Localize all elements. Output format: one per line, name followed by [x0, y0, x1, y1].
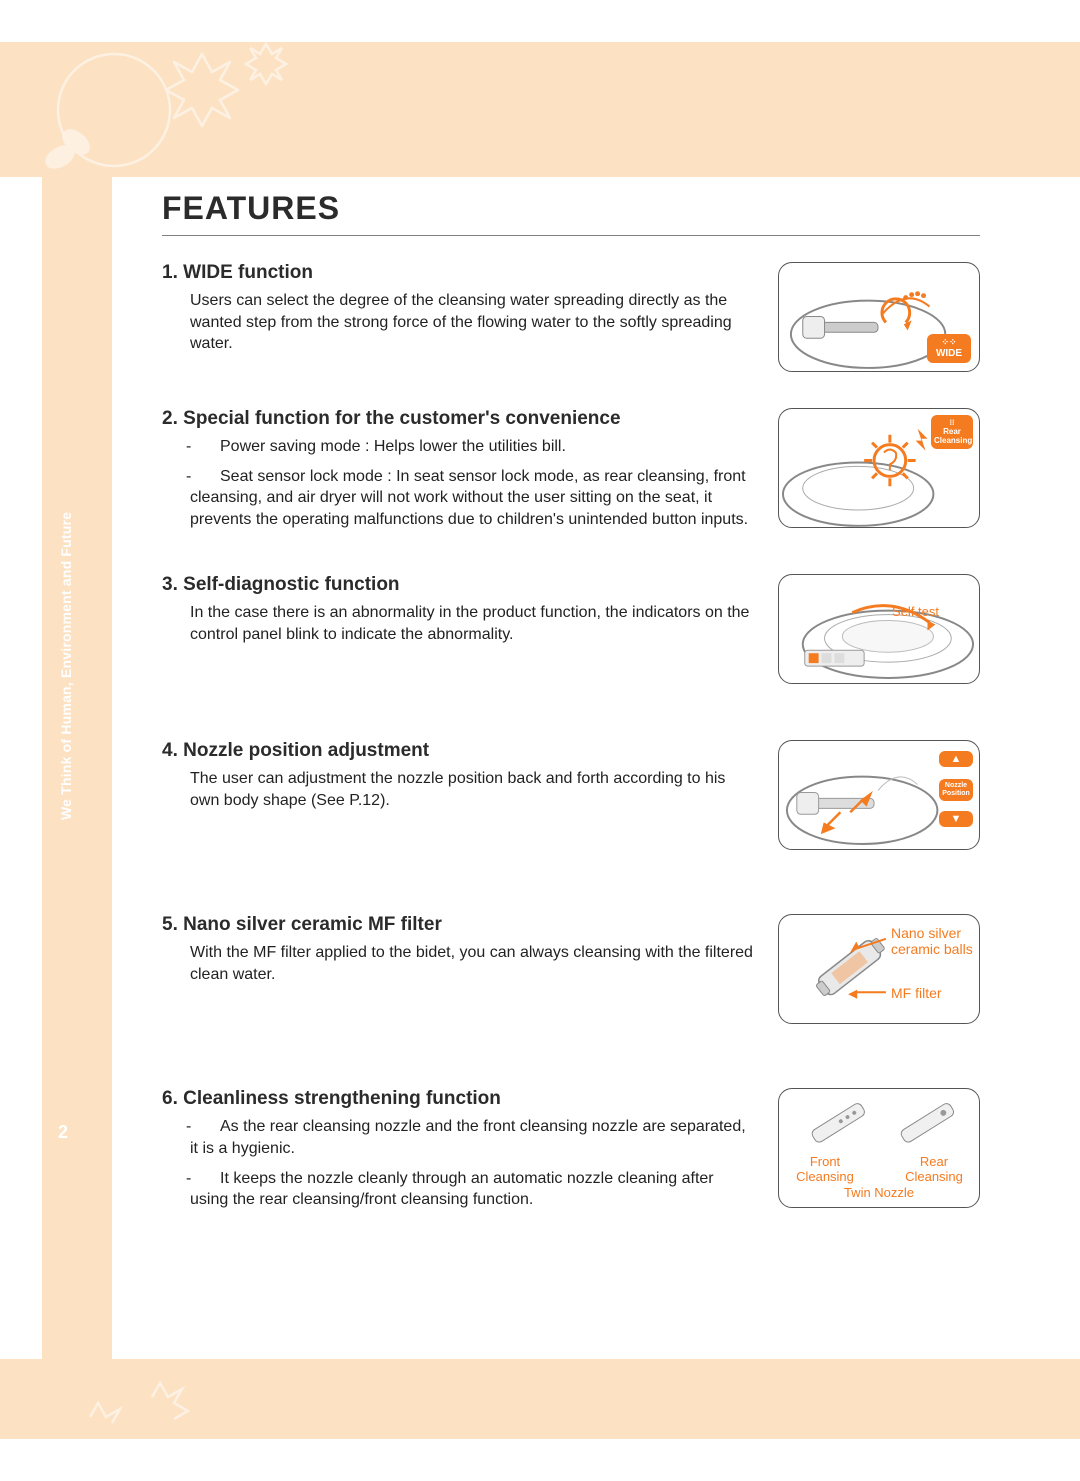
feature-2: 2. Special function for the customer's c…	[162, 408, 980, 538]
feature-6: 6. Cleanliness strengthening function -A…	[162, 1088, 980, 1218]
badge-nozzle-position: Nozzle Position	[941, 782, 971, 797]
page-title: FEATURES	[162, 190, 980, 236]
bullet: Seat sensor lock mode : In seat sensor l…	[190, 468, 748, 528]
content-region: FEATURES 1. WIDE function Users can sele…	[162, 190, 980, 1255]
left-decor-band	[42, 42, 112, 1439]
feature-5: 5. Nano silver ceramic MF filter With th…	[162, 914, 980, 1024]
illus-nozzle-position: ▲ Nozzle Position ▼	[778, 740, 980, 850]
bullet: Power saving mode : Helps lower the util…	[220, 438, 566, 455]
dash: -	[186, 436, 220, 458]
illus-self-diagnostic: Self test	[778, 574, 980, 684]
feature-body: In the case there is an abnormality in t…	[190, 602, 754, 645]
label-rear-cleansing: Rear Cleansing	[899, 1155, 969, 1185]
label-front-cleansing: Front Cleansing	[793, 1155, 857, 1185]
arrow-down-icon: ▼	[941, 813, 971, 825]
badge-dots-icon: ⁘⁘	[930, 338, 968, 348]
label-twin-nozzle: Twin Nozzle	[779, 1186, 979, 1201]
feature-num: 5.	[162, 914, 178, 935]
feature-title: Cleanliness strengthening function	[183, 1088, 501, 1109]
illus-wide: ⁘⁘ WIDE	[778, 262, 980, 372]
top-decor-band	[0, 42, 1080, 177]
label-mf-filter: MF filter	[891, 985, 942, 1001]
illus-mf-filter: Nano silver ceramic balls MF filter	[778, 914, 980, 1024]
feature-num: 3.	[162, 574, 178, 595]
feature-body: Users can select the degree of the clean…	[190, 290, 754, 355]
feature-title: WIDE function	[183, 262, 313, 283]
bullet: As the rear cleansing nozzle and the fro…	[190, 1118, 746, 1157]
feature-1: 1. WIDE function Users can select the de…	[162, 262, 980, 372]
feature-num: 1.	[162, 262, 178, 283]
dash: -	[186, 1168, 220, 1190]
overlay-self-test: Self test	[892, 605, 939, 620]
arrow-up-icon: ▲	[941, 753, 971, 765]
dash: -	[186, 466, 220, 488]
page-number: 2	[58, 1122, 68, 1143]
vertical-caption: We Think of Human, Environment and Futur…	[58, 512, 74, 820]
illus-convenience: ⁝⁝ Rear Cleansing	[778, 408, 980, 528]
feature-num: 2.	[162, 408, 178, 429]
feature-4: 4. Nozzle position adjustment The user c…	[162, 740, 980, 850]
badge-wide: WIDE	[930, 348, 968, 359]
feature-body: With the MF filter applied to the bidet,…	[190, 942, 754, 985]
bullet: It keeps the nozzle cleanly through an a…	[190, 1170, 714, 1209]
illus-twin-nozzle: Front Cleansing Rear Cleansing Twin Nozz…	[778, 1088, 980, 1208]
feature-3: 3. Self-diagnostic function In the case …	[162, 574, 980, 684]
feature-num: 4.	[162, 740, 178, 761]
feature-body: The user can adjustment the nozzle posit…	[190, 768, 754, 811]
bottom-decor-band	[0, 1359, 1080, 1439]
feature-title: Special function for the customer's conv…	[183, 408, 620, 429]
feature-title: Self-diagnostic function	[183, 574, 399, 595]
badge-rear-cleansing: Rear Cleansing	[934, 428, 970, 446]
feature-title: Nozzle position adjustment	[183, 740, 429, 761]
feature-num: 6.	[162, 1088, 178, 1109]
dash: -	[186, 1116, 220, 1138]
label-nano-silver: Nano silver ceramic balls	[891, 925, 975, 957]
feature-title: Nano silver ceramic MF filter	[183, 914, 442, 935]
